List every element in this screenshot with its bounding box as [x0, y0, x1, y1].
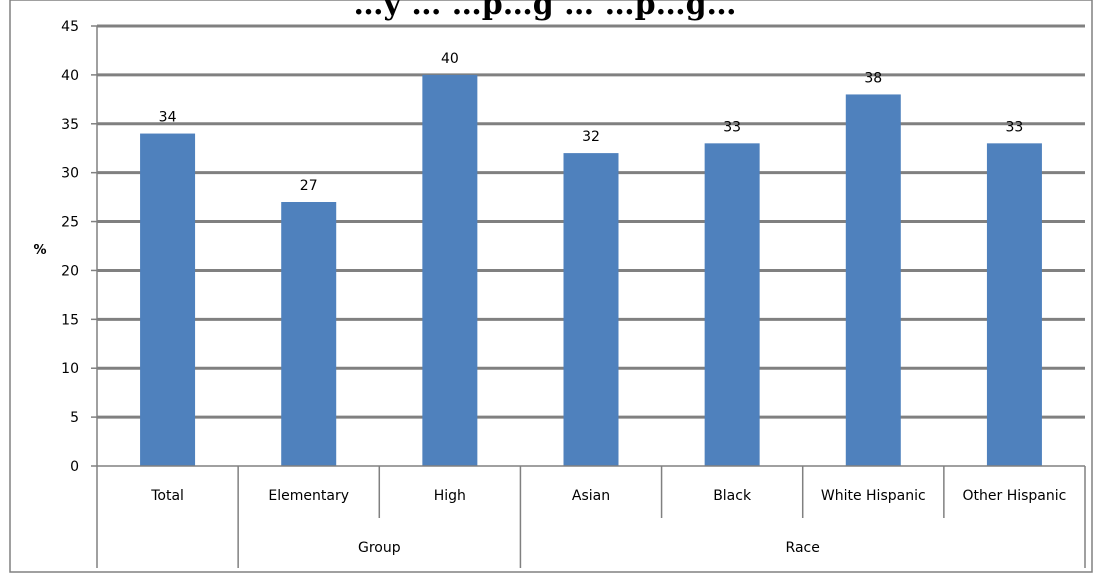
y-tick-label: 25	[61, 215, 79, 231]
bar	[140, 133, 196, 467]
x-tick-label: White Hispanic	[821, 488, 926, 504]
bar	[704, 143, 760, 467]
bar-value-label: 38	[864, 70, 882, 86]
y-tick-label: 30	[61, 166, 79, 182]
chart-border	[9, 0, 1093, 573]
x-tick-label: Total	[150, 488, 184, 504]
x-tick-label: Other Hispanic	[963, 488, 1067, 504]
bar	[845, 94, 901, 466]
x-tick-label: Elementary	[268, 488, 349, 504]
value-labels: 34 27 40 32 33 38 33	[159, 51, 1024, 194]
y-axis: 0 5 10 15 20 25 30 35 40 45	[61, 19, 98, 475]
bars	[140, 74, 1042, 467]
x-axis: Total Elementary High Asian Black White Hispa…	[96, 465, 1086, 568]
y-tick-label: 45	[61, 19, 79, 35]
bar	[422, 74, 478, 466]
y-tick-label: 40	[61, 68, 79, 84]
x-tick-label: Asian	[572, 488, 610, 504]
y-tick-label: 20	[61, 263, 79, 279]
y-tick-label: 15	[61, 312, 79, 328]
y-tick-label: 35	[61, 117, 79, 133]
chart-title: …y … …p…g … …p…g…	[353, 0, 736, 22]
bar	[281, 202, 337, 466]
x-tick-label: Black	[713, 488, 752, 504]
bar-value-label: 40	[441, 51, 459, 67]
x-tick-label: High	[434, 488, 466, 504]
bar-value-label: 33	[723, 119, 741, 135]
y-tick-label: 5	[70, 410, 79, 426]
y-axis-title: %	[33, 243, 46, 258]
bar-value-label: 34	[159, 110, 177, 126]
x-group-label: Group	[358, 540, 401, 556]
bar-value-label: 32	[582, 129, 600, 145]
bar	[563, 153, 619, 466]
bar	[986, 143, 1042, 467]
bar-value-label: 33	[1006, 119, 1024, 135]
bar-value-label: 27	[300, 178, 318, 194]
x-group-label: Race	[786, 540, 820, 556]
y-tick-label: 10	[61, 361, 79, 377]
y-tick-label: 0	[70, 459, 79, 475]
